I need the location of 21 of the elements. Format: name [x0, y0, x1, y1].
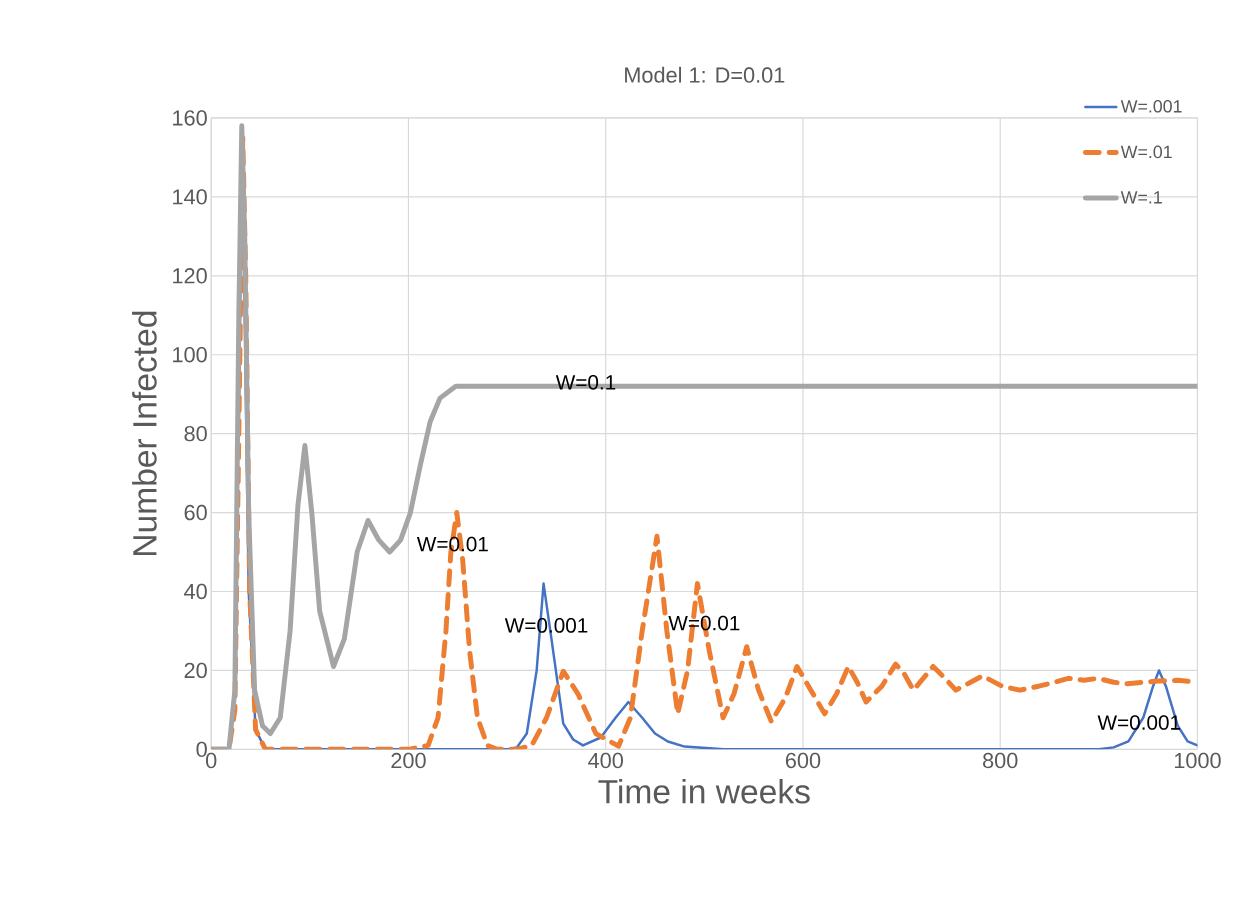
- x-axis-title: Time in weeks: [598, 778, 810, 804]
- legend-label: W=.01: [1120, 145, 1172, 159]
- x-tick-label: 600: [785, 752, 821, 769]
- y-tick-label: 120: [173, 268, 207, 284]
- y-tick-label: 0: [196, 741, 207, 758]
- x-tick-label: 800: [983, 752, 1018, 769]
- y-tick-label: 160: [173, 110, 207, 126]
- y-tick-label: 80: [184, 425, 207, 442]
- x-tick-label: 1000: [1174, 752, 1221, 769]
- legend-label: W=.001: [1120, 99, 1182, 113]
- y-tick-label: 100: [173, 347, 207, 363]
- annotation: W=0.1: [555, 375, 616, 390]
- y-tick-label: 60: [184, 504, 207, 521]
- y-tick-label: 140: [173, 189, 207, 205]
- y-tick-label: 20: [184, 662, 207, 679]
- chart-title: Model 1: D=0.01: [625, 66, 785, 83]
- legend-label: W=.1: [1120, 191, 1162, 204]
- y-axis-title: Number Infected: [132, 311, 157, 555]
- x-tick-label: 200: [391, 752, 426, 769]
- y-tick-label: 40: [184, 583, 207, 600]
- x-tick-label: 400: [588, 752, 623, 769]
